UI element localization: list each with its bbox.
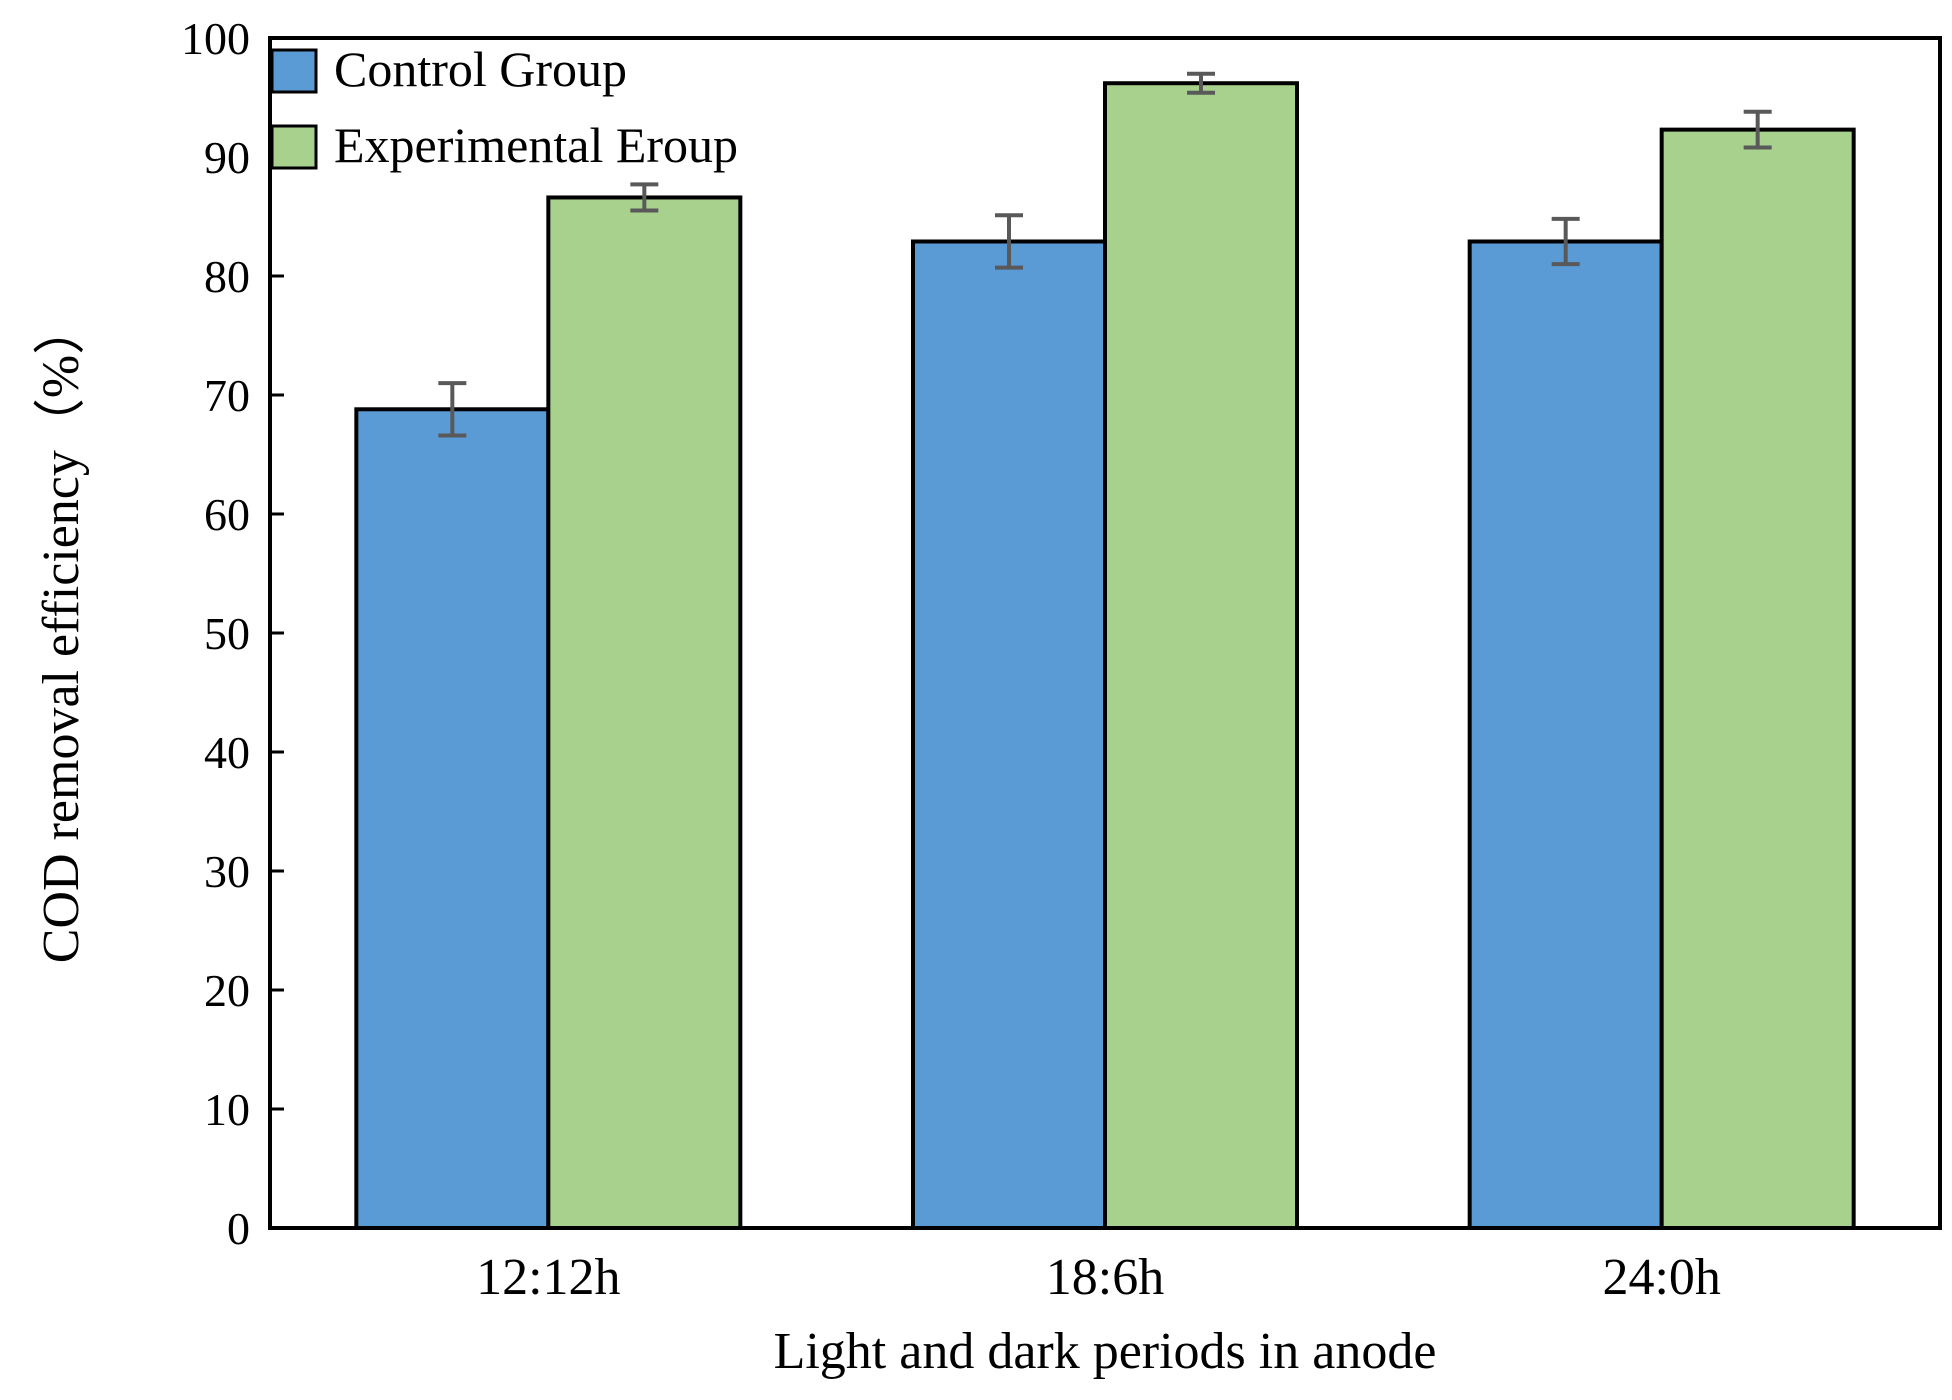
x-tick-label: 18:6h [1046, 1249, 1164, 1306]
bars-layer [354, 81, 1856, 1231]
y-tick-label: 20 [204, 965, 250, 1016]
x-axis-title: Light and dark periods in anode [774, 1323, 1437, 1380]
y-tick-label: 10 [204, 1084, 250, 1135]
bar-control-3 [1467, 239, 1664, 1231]
y-tick-label: 0 [227, 1203, 250, 1254]
error-bar [1743, 109, 1772, 150]
x-tick-label: 24:0h [1602, 1249, 1720, 1306]
y-tick-label: 80 [204, 251, 250, 302]
error-bar [1551, 216, 1580, 267]
error-bar [630, 182, 659, 213]
y-axis-title: COD removal efficiency（%） [33, 303, 90, 963]
error-bar [438, 381, 467, 438]
legend: Control Group Experimental Eroup [270, 41, 738, 173]
y-tick-label: 30 [204, 846, 250, 897]
y-axis-ticks: 0 10 20 30 40 50 60 70 80 90 100 [181, 13, 284, 1254]
legend-swatch [270, 48, 318, 94]
y-tick-label: 90 [204, 132, 250, 183]
legend-label: Control Group [334, 41, 627, 97]
legend-label: Experimental Eroup [334, 117, 738, 173]
error-bar [995, 213, 1023, 270]
error-bars-layer [438, 71, 1772, 438]
bar-experimental-2 [1103, 81, 1299, 1231]
x-axis-ticks: 12:12h 18:6h 24:0h [476, 1249, 1721, 1306]
legend-swatch [270, 124, 318, 170]
bar-experimental-1 [546, 195, 743, 1231]
y-tick-label: 100 [181, 13, 250, 64]
bar-experimental-3 [1659, 127, 1856, 1230]
bar-control-2 [911, 239, 1107, 1231]
y-tick-label: 70 [204, 370, 250, 421]
x-tick-label: 12:12h [476, 1249, 620, 1306]
bar-control-1 [354, 407, 551, 1230]
y-tick-label: 40 [204, 727, 250, 778]
y-tick-label: 50 [204, 608, 250, 659]
error-bar [1187, 71, 1215, 95]
y-tick-label: 60 [204, 489, 250, 540]
